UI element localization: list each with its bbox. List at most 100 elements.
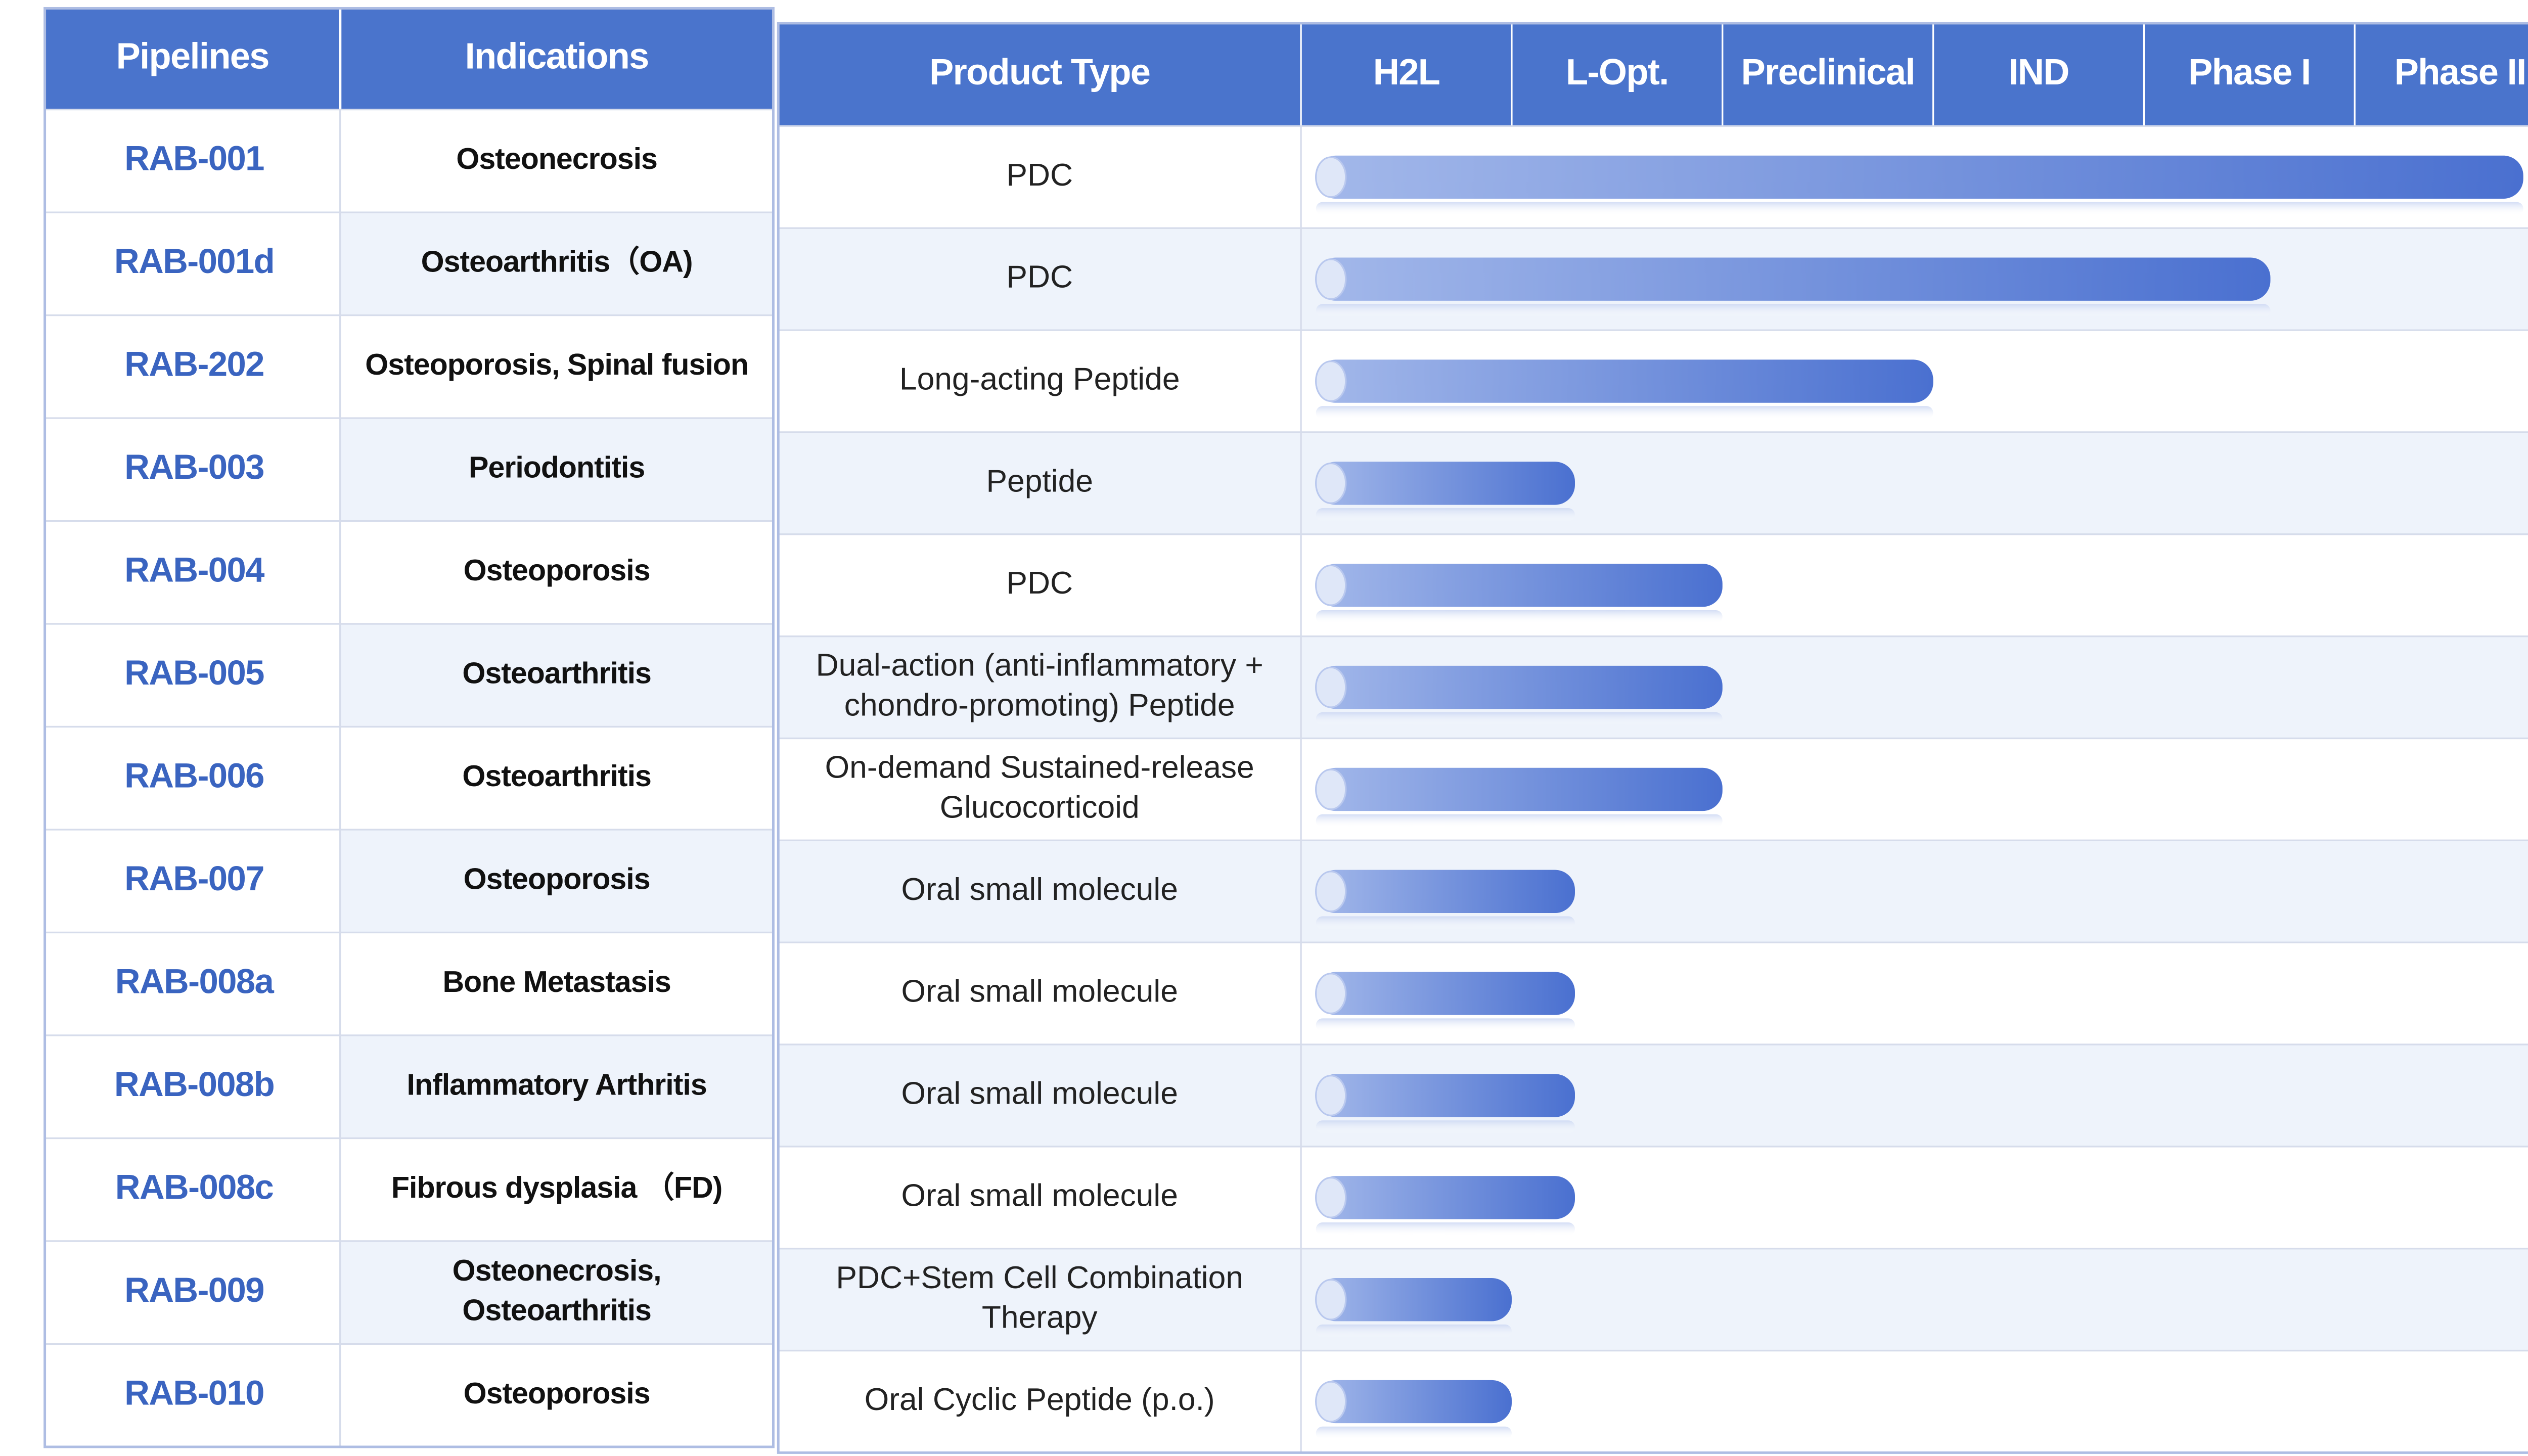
- pipeline-name: RAB-010: [124, 1373, 264, 1412]
- cell: [339, 1034, 775, 1140]
- cell: [339, 1240, 775, 1345]
- row-bg: [777, 1248, 2528, 1352]
- bar-cap: [1315, 564, 1347, 606]
- progress-bar: [1316, 1176, 1575, 1219]
- bar-reflection: [1316, 712, 1723, 726]
- indication: Periodontitis: [469, 450, 645, 484]
- product-type: Oral Cyclic Peptide (p.o.): [865, 1382, 1215, 1417]
- cell: [339, 211, 775, 316]
- row-bg: [777, 1349, 2528, 1454]
- product-type: PDC+Stem Cell Combination: [836, 1260, 1243, 1295]
- cell: [339, 623, 775, 728]
- bar-cap: [1315, 768, 1347, 810]
- cell: [43, 931, 341, 1036]
- cell: [339, 931, 775, 1036]
- bar-reflection: [1316, 304, 2271, 317]
- cell: [43, 314, 341, 419]
- header-cell: Product Type: [929, 52, 1150, 93]
- left-border: [43, 7, 775, 1448]
- progress-bar: [1316, 870, 1575, 913]
- bar-cap: [1315, 1074, 1347, 1116]
- indication: Osteonecrosis: [456, 142, 657, 175]
- cell: [339, 520, 775, 625]
- pipeline-name: RAB-004: [124, 551, 264, 589]
- header-cell: Pipelines: [116, 36, 269, 77]
- right-border: [777, 22, 2528, 1454]
- header-cell: Indications: [465, 36, 649, 77]
- product-type: Oral small molecule: [901, 1178, 1178, 1213]
- cell: [339, 829, 775, 934]
- progress-bar: [1316, 155, 2523, 199]
- bar-cap: [1315, 1279, 1347, 1321]
- row-bg: [777, 431, 2528, 535]
- progress-bar: [1316, 1074, 1575, 1117]
- bar-cap: [1315, 156, 1347, 198]
- product-type: Dual-action (anti-inflammatory +: [816, 648, 1263, 683]
- bar-reflection: [1316, 1324, 1512, 1338]
- bar-reflection: [1316, 202, 2523, 215]
- cell: [339, 314, 775, 419]
- product-type: PDC: [1006, 158, 1073, 193]
- header-cell: Phase II: [2395, 52, 2526, 93]
- cell: [339, 417, 775, 522]
- progress-bar: [1316, 665, 1723, 709]
- product-type: Therapy: [982, 1300, 1098, 1335]
- product-type: PDC: [1006, 566, 1073, 601]
- bar-reflection: [1316, 610, 1723, 624]
- bar-reflection: [1316, 508, 1575, 522]
- product-type: On-demand Sustained-release: [825, 750, 1254, 785]
- product-type: Long-acting Peptide: [899, 362, 1180, 397]
- bar-cap: [1315, 258, 1347, 300]
- left-header-bg: [44, 8, 774, 110]
- bar-reflection: [1316, 1018, 1575, 1032]
- cell: [43, 623, 341, 728]
- right-header-bg: [778, 23, 2528, 126]
- progress-bar: [1316, 462, 1575, 505]
- product-type: Oral small molecule: [901, 974, 1178, 1009]
- product-type: Oral small molecule: [901, 1076, 1178, 1111]
- header-cell: H2L: [1373, 52, 1439, 93]
- bar-cap: [1315, 360, 1347, 402]
- cell: [43, 520, 341, 625]
- pipeline-name: RAB-001: [124, 139, 264, 178]
- indication: Osteoporosis: [464, 554, 650, 587]
- product-type: Glucocorticoid: [940, 790, 1140, 825]
- cell: [43, 725, 341, 831]
- progress-bar: [1316, 972, 1575, 1015]
- cell: [43, 108, 341, 213]
- product-type: chondro-promoting) Peptide: [844, 688, 1235, 722]
- bar-cap: [1315, 1176, 1347, 1218]
- pipeline-name: RAB-202: [124, 345, 264, 384]
- cell: [43, 1240, 341, 1345]
- indication: Osteoarthritis（OA): [421, 245, 693, 278]
- cell: [339, 725, 775, 831]
- product-type: Peptide: [986, 464, 1093, 498]
- indication: Inflammatory Arthritis: [407, 1068, 707, 1101]
- cell: [43, 1034, 341, 1140]
- header-cell: Preclinical: [1741, 52, 1915, 93]
- cell: [43, 1137, 341, 1242]
- pipeline-name: RAB-008a: [115, 962, 275, 1000]
- pipeline-name: RAB-007: [124, 859, 264, 898]
- indication: Osteoporosis, Spinal fusion: [365, 348, 748, 381]
- row-bg: [777, 839, 2528, 943]
- header-cell: Phase I: [2188, 52, 2310, 93]
- bar-reflection: [1316, 406, 1933, 420]
- pipeline-name: RAB-006: [124, 756, 264, 795]
- indication: Osteoporosis: [464, 1377, 650, 1410]
- bar-reflection: [1316, 1222, 1575, 1236]
- bar-cap: [1315, 1381, 1347, 1423]
- progress-bar: [1316, 257, 2271, 301]
- bar-reflection: [1316, 814, 1723, 828]
- pipeline-name: RAB-009: [124, 1270, 264, 1309]
- progress-bar: [1316, 564, 1723, 607]
- indication: Osteoporosis: [464, 862, 650, 895]
- header-cell: IND: [2008, 52, 2068, 93]
- pipeline-name: RAB-008b: [114, 1065, 274, 1104]
- progress-bar: [1316, 1380, 1512, 1424]
- indication: Bone Metastasis: [442, 965, 670, 998]
- cell: [339, 108, 775, 213]
- indication: Osteoarthritis: [462, 1294, 651, 1327]
- cell: [43, 417, 341, 522]
